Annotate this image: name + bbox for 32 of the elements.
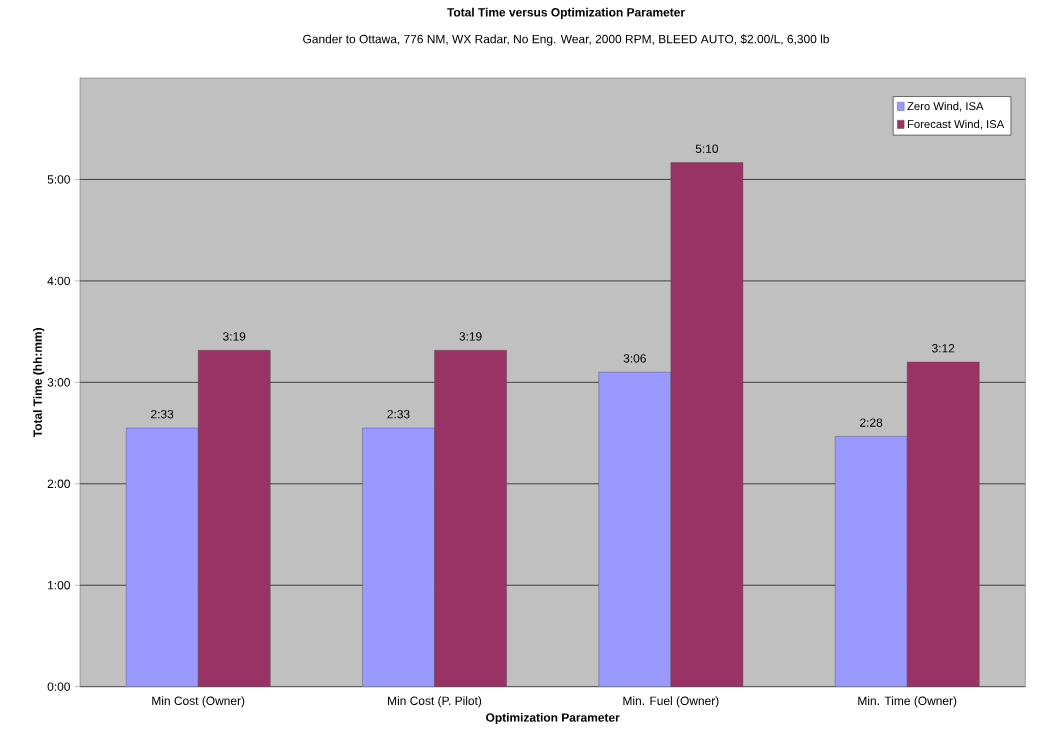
data-label: 5:10 [695,144,719,153]
data-label: 3:19 [223,332,246,341]
x-tick-label: Min Cost (Owner) [152,696,245,708]
bar [906,361,980,687]
y-tick-label: 3:00 [47,378,70,387]
data-label: 3:06 [623,354,646,363]
y-tick-label: 0:00 [47,682,70,691]
legend-label: Zero Wind, ISA [907,101,984,112]
bar [834,436,908,687]
data-label: 2:33 [387,409,410,419]
data-label: 3:12 [932,344,955,353]
y-axis-title: Total Time (hh:mm) [33,328,45,438]
legend-label: Forecast Wind, ISA [907,119,1005,130]
y-tick-label: 2:00 [47,479,70,489]
bar [362,427,435,687]
y-tick-label: 1:00 [48,580,70,590]
bar [125,427,199,687]
bar [434,350,507,687]
x-axis-title: Optimization Parameter [486,712,620,725]
data-label: 3:19 [459,332,482,341]
bar [598,371,672,687]
x-tick-label: Min. Fuel (Owner) [623,696,719,708]
bar [670,162,744,687]
bar [197,350,271,687]
data-label: 2:28 [860,418,883,427]
x-tick-label: Min Cost (P. Pilot) [388,696,482,708]
y-tick-label: 4:00 [47,276,70,286]
data-label: 2:33 [151,409,174,419]
chart-title: Total Time versus Optimization Parameter [447,7,685,19]
y-tick-label: 5:00 [47,175,70,184]
chart-subtitle: Gander to Ottawa, 776 NM, WX Radar, No Eng. Wear, 2000 RPM, BLEED AUTO, $2.00/L, 6,300 lb [303,34,829,46]
x-tick-label: Min. Time (Owner) [858,696,957,708]
